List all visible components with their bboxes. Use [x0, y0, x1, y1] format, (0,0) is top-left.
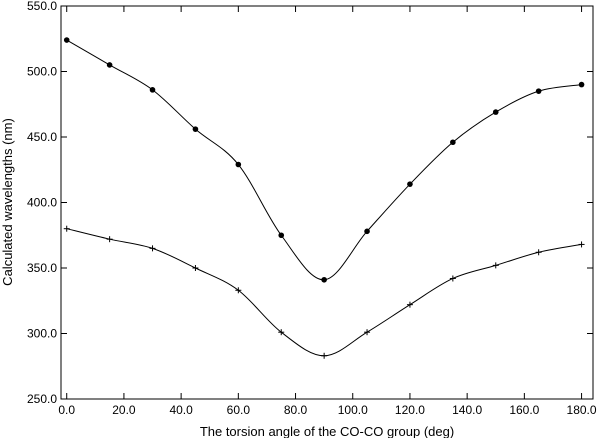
- data-point: [106, 62, 113, 68]
- series-line: [66, 228, 582, 357]
- data-point: [63, 225, 70, 232]
- y-tick-label: 500.0: [27, 65, 57, 79]
- data-point: [63, 37, 70, 43]
- x-tick-label: 0.0: [58, 403, 75, 417]
- data-point: [535, 88, 542, 94]
- x-axis: 0.0 20.0 40.0 60.0 80.0 100.0 120.0 140.0 160.0 1…: [58, 6, 597, 417]
- data-point: [149, 87, 156, 93]
- y-axis: 250.0 300.0 350.0 400.0 450.0 500.0 550.0: [27, 0, 593, 406]
- plot-frame: [60, 5, 594, 400]
- data-point: [235, 287, 242, 294]
- x-tick-label: 20.0: [112, 403, 136, 417]
- x-tick-label: 80.0: [284, 403, 308, 417]
- y-axis-label: Calculated wavelengths (nm): [0, 118, 15, 286]
- data-point: [578, 81, 585, 88]
- series-1: [63, 37, 585, 283]
- x-tick-label: 40.0: [169, 403, 193, 417]
- x-tick-label: 100.0: [338, 403, 368, 417]
- data-point: [192, 126, 199, 132]
- data-point: [106, 236, 113, 243]
- data-point: [492, 109, 499, 115]
- x-tick-label: 60.0: [227, 403, 251, 417]
- data-point: [450, 139, 456, 146]
- data-point: [278, 329, 285, 336]
- data-point: [149, 245, 156, 252]
- x-tick-label: 160.0: [509, 403, 539, 417]
- x-tick-label: 180.0: [567, 403, 597, 417]
- y-tick-label: 450.0: [27, 130, 57, 144]
- data-point: [407, 181, 413, 187]
- y-tick-label: 300.0: [27, 327, 57, 341]
- series-layer: [63, 37, 585, 359]
- x-tick-label: 120.0: [395, 403, 425, 417]
- x-tick-label: 140.0: [452, 403, 482, 417]
- data-point: [235, 161, 242, 168]
- y-tick-label: 400.0: [27, 196, 57, 210]
- y-tick-label: 350.0: [27, 261, 57, 275]
- y-tick-label: 250.0: [27, 392, 57, 406]
- data-point: [321, 352, 328, 359]
- x-axis-label: The torsion angle of the CO-CO group (de…: [200, 424, 454, 438]
- data-point: [406, 301, 413, 308]
- series-2: [63, 225, 585, 359]
- data-point: [321, 276, 327, 283]
- data-point: [364, 329, 371, 336]
- data-point: [578, 241, 585, 248]
- y-tick-label: 550.0: [27, 0, 57, 13]
- data-point: [192, 265, 199, 271]
- data-point: [449, 275, 456, 282]
- data-point: [492, 262, 499, 269]
- data-point: [535, 249, 542, 256]
- series-line: [66, 39, 582, 281]
- data-point: [278, 232, 285, 239]
- data-point: [364, 228, 370, 235]
